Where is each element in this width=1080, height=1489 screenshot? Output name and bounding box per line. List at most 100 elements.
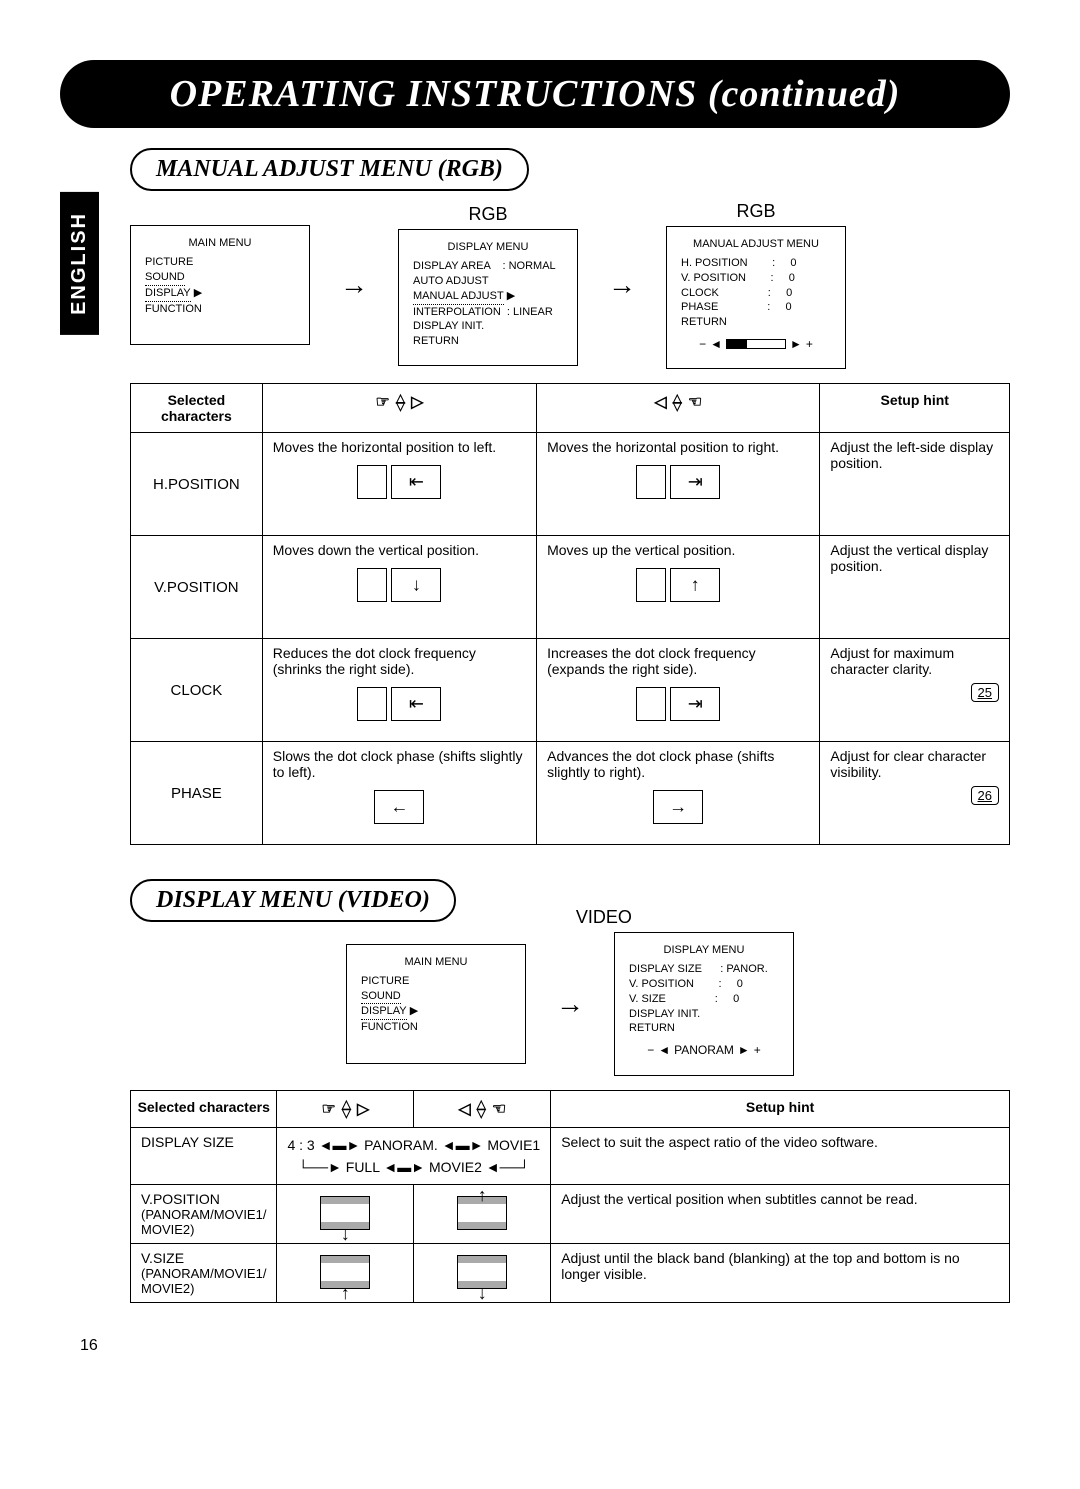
diagram-vsize-expand: ↓ [457, 1255, 507, 1289]
display-size-flow: 4 : 3 ◄▬► PANORAM. ◄▬► MOVIE1 └──► FULL … [277, 1127, 551, 1185]
diagram-vsize-shrink: ↑ [320, 1255, 370, 1289]
slider-indicator: −◄►+ [681, 336, 831, 352]
param-sub: (PANORAM/MOVIE1/ MOVIE2) [141, 1207, 266, 1237]
diagram-phase-left: ← [374, 790, 424, 824]
diagram-clock-shrink: ⇤ [357, 687, 441, 721]
param-name: CLOCK [131, 639, 263, 742]
manual-adjust-menu-box: MANUAL ADJUST MENU H. POSITION : 0 V. PO… [666, 226, 846, 369]
arrow-right-icon: → [556, 988, 584, 1020]
setup-hint: Adjust for clear character visibility. [830, 748, 999, 780]
main-menu-header: MAIN MENU [145, 236, 295, 251]
menu-item-selected: DISPLAY [361, 1004, 407, 1020]
triangle-left-icon: ◁ [654, 392, 666, 412]
menu-item: V. POSITION : 0 [681, 271, 831, 286]
chevron-right-icon: ▶ [194, 287, 202, 299]
menu-item: FUNCTION [361, 1020, 511, 1035]
hand-point-right-icon: ☞ [375, 392, 389, 412]
action-desc: Moves down the vertical position. [273, 542, 526, 558]
up-down-triangle-icon: △▽ [396, 394, 405, 411]
param-name: PHASE [131, 742, 263, 845]
col-selected-characters: Selected characters [131, 1090, 277, 1127]
col-hand-right: ☞ △▽ ▷ [277, 1090, 414, 1127]
menu-item: RETURN [681, 315, 831, 330]
up-down-triangle-icon: △▽ [342, 1100, 351, 1117]
action-desc: Advances the dot clock phase (shifts sli… [547, 748, 809, 780]
rgb-section-heading: MANUAL ADJUST MENU (RGB) [130, 148, 529, 191]
menu-item: RETURN [629, 1021, 779, 1036]
up-down-triangle-icon: △▽ [477, 1100, 486, 1117]
main-menu-box-video: MAIN MENU PICTURE SOUND DISPLAY ▶ FUNCTI… [346, 944, 526, 1064]
diagram-vpos-down: ↓ [320, 1196, 370, 1230]
language-tab: ENGLISH [60, 192, 99, 335]
param-sub: (PANORAM/MOVIE1/ MOVIE2) [141, 1266, 266, 1296]
menu-item: H. POSITION : 0 [681, 256, 831, 271]
menu-item: PICTURE [145, 255, 295, 270]
hand-point-left-icon: ☜ [492, 1099, 506, 1119]
manual-adjust-menu-header: MANUAL ADJUST MENU [681, 237, 831, 252]
menu-item: SOUND [361, 989, 401, 1005]
menu-item: DISPLAY INIT. [413, 319, 563, 334]
slider-indicator: −◄PANORAM►+ [629, 1042, 779, 1058]
display-menu-box: DISPLAY MENU DISPLAY AREA : NORMAL AUTO … [398, 229, 578, 366]
menu-item: DISPLAY INIT. [629, 1007, 779, 1022]
page-number: 16 [80, 1337, 1010, 1355]
param-name: V.POSITION [141, 1191, 266, 1207]
setup-hint: Select to suit the aspect ratio of the v… [551, 1127, 1010, 1185]
menu-item: RETURN [413, 334, 563, 349]
action-desc: Moves up the vertical position. [547, 542, 809, 558]
diagram-vpos-down: ↓ [357, 568, 441, 602]
diagram-vpos-up: ↑ [457, 1196, 507, 1230]
action-desc: Moves the horizontal position to right. [547, 439, 809, 455]
param-name: V.POSITION [131, 536, 263, 639]
setup-hint: Adjust the vertical position when subtit… [551, 1185, 1010, 1244]
chevron-right-icon: ▶ [507, 290, 515, 302]
page-reference: 26 [971, 786, 999, 805]
page-reference: 25 [971, 683, 999, 702]
display-menu-box-video: DISPLAY MENU DISPLAY SIZE : PANOR. V. PO… [614, 932, 794, 1075]
hand-point-right-icon: ☞ [321, 1099, 335, 1119]
menu-item-selected: DISPLAY [145, 286, 191, 302]
triangle-right-icon: ▷ [411, 392, 423, 412]
setup-hint: Adjust the vertical display position. [830, 542, 999, 574]
col-hand-left: ◁ △▽ ☜ [414, 1090, 551, 1127]
menu-item: PHASE : 0 [681, 300, 831, 315]
menu-item: FUNCTION [145, 302, 295, 317]
slider-label: PANORAM [674, 1042, 734, 1058]
rgb-adjust-table: Selected characters ☞ △▽ ▷ ◁ △▽ ☜ Setup [130, 383, 1010, 845]
triangle-left-icon: ◁ [458, 1099, 470, 1119]
diagram-hpos-left: ⇤ [357, 465, 441, 499]
page-title: OPERATING INSTRUCTIONS (continued) [100, 72, 970, 116]
arrow-right-icon: → [608, 269, 636, 301]
hand-point-left-icon: ☜ [688, 392, 702, 412]
param-name: DISPLAY SIZE [131, 1127, 277, 1185]
video-section-heading: DISPLAY MENU (VIDEO) [130, 879, 456, 922]
col-selected-characters: Selected characters [131, 384, 263, 433]
page-title-bar: OPERATING INSTRUCTIONS (continued) [60, 60, 1010, 128]
diagram-hpos-right: ⇥ [636, 465, 720, 499]
triangle-right-icon: ▷ [357, 1099, 369, 1119]
menu-item: PICTURE [361, 974, 511, 989]
diagram-vpos-up: ↑ [636, 568, 720, 602]
action-desc: Moves the horizontal position to left. [273, 439, 526, 455]
menu-item: SOUND [145, 270, 185, 286]
menu-item: CLOCK : 0 [681, 286, 831, 301]
menu-header: DISPLAY MENU [629, 943, 779, 958]
action-desc: Increases the dot clock frequency (expan… [547, 645, 809, 677]
action-desc: Reduces the dot clock frequency (shrinks… [273, 645, 526, 677]
chevron-right-icon: ▶ [410, 1005, 418, 1017]
diagram-phase-right: → [653, 790, 703, 824]
mode-label: RGB [398, 204, 578, 225]
setup-hint: Adjust for maximum character clarity. [830, 645, 999, 677]
arrow-right-icon: → [340, 269, 368, 301]
video-adjust-table: Selected characters ☞ △▽ ▷ ◁ △▽ ☜ Setup [130, 1090, 1010, 1304]
menu-item: DISPLAY AREA : NORMAL [413, 259, 563, 274]
menu-item: DISPLAY SIZE : PANOR. [629, 962, 779, 977]
setup-hint: Adjust until the black band (blanking) a… [551, 1244, 1010, 1303]
param-name: V.SIZE [141, 1250, 266, 1266]
param-name: H.POSITION [131, 433, 263, 536]
action-desc: Slows the dot clock phase (shifts slight… [273, 748, 526, 780]
col-hand-right: ☞ △▽ ▷ [262, 384, 536, 433]
col-hand-left: ◁ △▽ ☜ [537, 384, 820, 433]
col-setup-hint: Setup hint [820, 384, 1010, 433]
diagram-clock-expand: ⇥ [636, 687, 720, 721]
